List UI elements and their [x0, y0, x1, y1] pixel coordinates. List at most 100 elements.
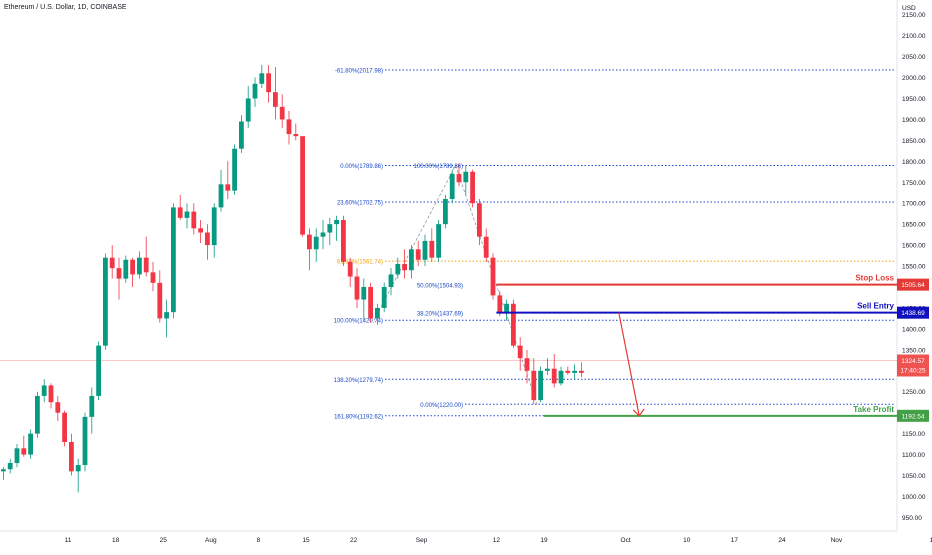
candle-body [558, 370, 564, 384]
candle-body [443, 199, 448, 225]
candle-body [354, 276, 360, 300]
fib-level-label: 61.80%(1561.74) [337, 260, 383, 266]
candle-body [164, 312, 169, 319]
bar-countdown: 17:40:25 [900, 367, 926, 374]
time-axis-tick-label: 18 [112, 537, 120, 544]
fib-trend-line [373, 165, 456, 321]
candle-body [341, 219, 346, 262]
fib-level-label: 100.00%(1789.86) [414, 164, 463, 170]
price-axis-tick-label: 1250.00 [902, 389, 926, 396]
time-axis-tick-label: 24 [778, 537, 786, 544]
candle-body [69, 442, 74, 472]
candle-body [259, 73, 265, 84]
time-axis-tick-label: 17 [731, 537, 739, 544]
candle-body [293, 134, 299, 137]
price-axis-tick-label: 2150.00 [902, 12, 926, 19]
candle-body [75, 465, 81, 472]
fib-level-label: 50.00%(1504.93) [417, 283, 463, 289]
price-badge-label: 1438.69 [901, 310, 925, 317]
candle-body [511, 303, 516, 346]
projection-arrowhead [632, 408, 645, 417]
candle-body [415, 249, 421, 260]
candle-body [205, 232, 210, 246]
fib-level-label: -61.80%(2017.98) [335, 68, 383, 74]
candle-body [177, 207, 183, 218]
price-axis-tick-label: 1050.00 [902, 473, 926, 480]
price-axis-tick-label: 1900.00 [902, 117, 926, 124]
candle-body [429, 240, 435, 258]
candle-body [565, 370, 571, 373]
price-axis-tick-label: 1800.00 [902, 159, 926, 166]
trade-level-label: Sell Entry [857, 302, 894, 311]
candle-body [96, 345, 101, 396]
candle-body [572, 370, 577, 373]
price-badge [897, 409, 929, 422]
candle-body [55, 402, 61, 413]
candle-body [463, 171, 469, 183]
time-axis-tick-label: 25 [160, 537, 168, 544]
candle-body [225, 184, 231, 191]
price-axis-tick-label: 1950.00 [902, 96, 926, 103]
fib-level-label: 138.20%(1279.74) [334, 378, 383, 384]
candle-body [402, 263, 407, 271]
candle-body [531, 370, 537, 401]
candle-body [62, 412, 67, 443]
candle-body [313, 236, 319, 250]
fib-level-label: 161.80%(1192.62) [334, 414, 383, 420]
time-axis-tick-label: 8 [257, 537, 261, 544]
candle-body [211, 207, 217, 246]
candle-body [89, 395, 95, 417]
candle-body [477, 203, 482, 237]
price-axis-tick-label: 1150.00 [902, 431, 925, 438]
candle-body [266, 73, 271, 93]
fib-level-label: 23.60%(1702.75) [337, 201, 383, 207]
candle-body [82, 416, 88, 466]
candle-body [409, 249, 414, 271]
candle-body [245, 98, 251, 122]
candle-body [14, 448, 20, 463]
candle-body [388, 274, 394, 287]
current-price-value: 1324.57 [901, 358, 925, 365]
candle-body [41, 385, 47, 396]
candle-body [300, 136, 305, 235]
candle-body [545, 368, 550, 371]
candle-body [456, 173, 462, 183]
price-axis-tick-label: 1600.00 [902, 243, 926, 250]
candle-body [436, 224, 441, 258]
candle-body [150, 272, 156, 283]
time-axis-tick-label: 12 [493, 537, 501, 544]
price-axis-tick-label: 1550.00 [902, 264, 926, 271]
candle-body [171, 207, 176, 313]
price-axis-tick-label: 1700.00 [902, 201, 926, 208]
candle-body [130, 259, 135, 275]
time-axis-tick-label: 1 [930, 537, 932, 544]
fib-level-label: 0.00%(1220.00) [420, 403, 463, 409]
price-axis-tick-label: 2100.00 [902, 33, 926, 40]
candle-body [368, 286, 373, 319]
price-axis-tick-label: 1850.00 [902, 138, 926, 145]
candle-body [191, 211, 197, 229]
trade-level-label: Take Profit [853, 405, 894, 414]
candle-body [483, 236, 489, 258]
candle-body [123, 259, 129, 279]
price-axis-tick-label: 2000.00 [902, 75, 926, 82]
price-axis-tick-label: 1650.00 [902, 222, 926, 229]
candle-body [286, 119, 292, 135]
fib-level-label: 38.20%(1437.69) [417, 312, 463, 318]
candle-body [470, 171, 475, 204]
price-badge [897, 306, 929, 319]
candle-body [48, 385, 54, 403]
candle-body [307, 234, 312, 250]
candle-body [232, 148, 237, 191]
candle-body [35, 395, 40, 434]
candle-body [143, 257, 149, 273]
time-axis-tick-label: Sep [416, 537, 428, 544]
time-axis-tick-label: 22 [350, 537, 358, 544]
fib-level-label: 0.00%(1789.86) [340, 164, 383, 170]
candle-body [103, 257, 108, 346]
candle-body [327, 224, 333, 233]
candle-body [109, 257, 115, 269]
candle-body [252, 83, 258, 99]
candle-body [1, 469, 6, 472]
